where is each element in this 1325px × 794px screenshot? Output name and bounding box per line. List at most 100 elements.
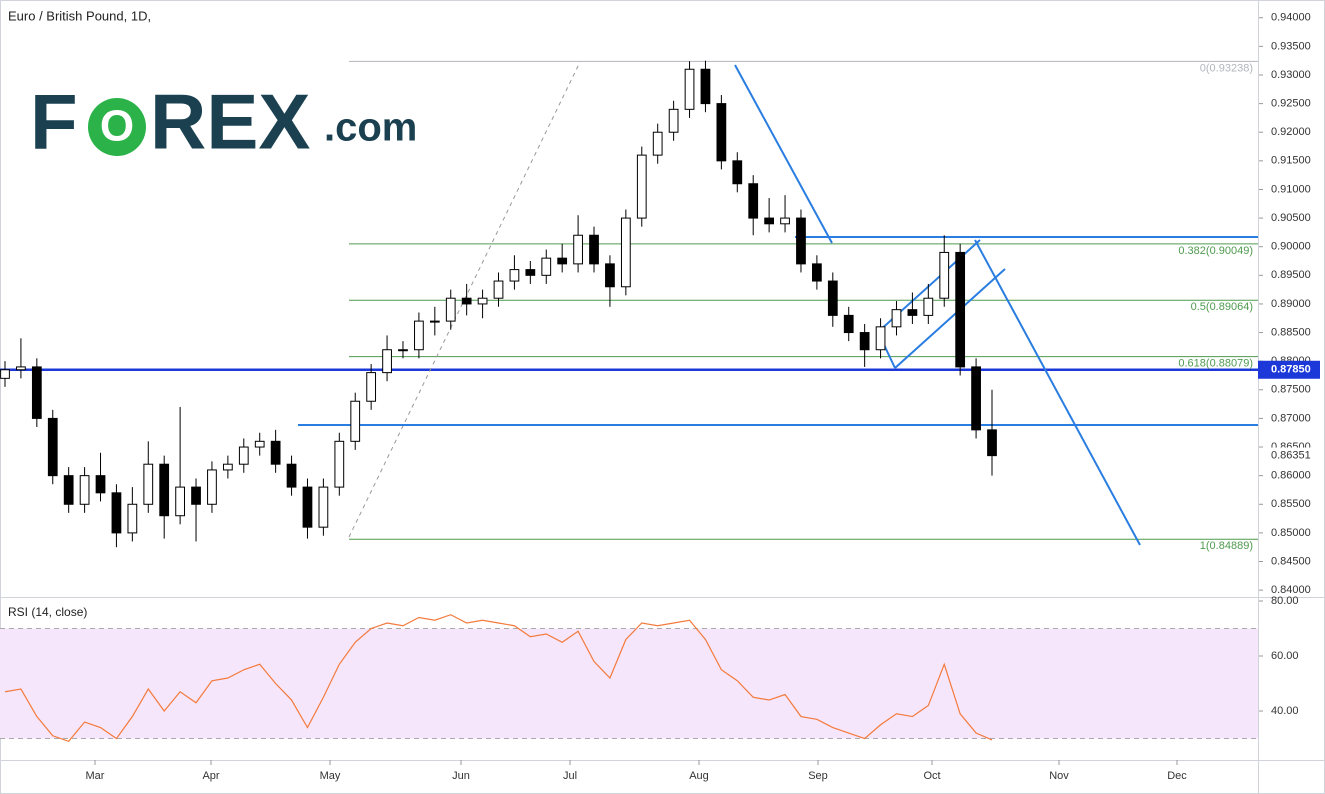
candle-body bbox=[573, 234, 583, 265]
candle-body bbox=[191, 486, 201, 505]
candle-body bbox=[318, 486, 329, 528]
candle-body bbox=[238, 446, 249, 465]
y-tick-label: 0.89000 bbox=[1271, 298, 1311, 310]
candle-body bbox=[764, 217, 775, 225]
price-label: 0.87850 bbox=[1271, 364, 1311, 376]
candle-body bbox=[382, 349, 392, 374]
y-tick-label: 0.94000 bbox=[1271, 12, 1311, 24]
x-tick-label: Jul bbox=[563, 770, 577, 782]
y-tick-label: 0.90500 bbox=[1271, 212, 1311, 224]
y-tick-label: 0.86000 bbox=[1271, 470, 1311, 482]
chart-title: Euro / British Pound, 1D, bbox=[8, 8, 151, 23]
x-tick-label: Oct bbox=[923, 770, 940, 782]
candle-body bbox=[875, 326, 886, 351]
x-tick-label: Sep bbox=[808, 770, 828, 782]
y-tick-label: 0.93500 bbox=[1271, 40, 1311, 52]
candle-body bbox=[652, 131, 663, 156]
candle-body bbox=[334, 440, 345, 488]
candle-body bbox=[95, 475, 106, 494]
candle-body bbox=[907, 309, 918, 316]
y-tick-label: 0.88500 bbox=[1271, 326, 1311, 338]
x-tick-label: Mar bbox=[86, 770, 105, 782]
fib-label: 0(0.93238) bbox=[1200, 62, 1253, 74]
logo-text: F bbox=[30, 78, 78, 166]
candle-body bbox=[286, 463, 297, 488]
y-tick-label: 0.85000 bbox=[1271, 527, 1311, 539]
rsi-band bbox=[0, 628, 1258, 739]
candle-body bbox=[445, 297, 456, 322]
candle-body bbox=[461, 297, 472, 305]
fib-label: 0.5(0.89064) bbox=[1191, 301, 1253, 313]
y-tick-label: 0.92500 bbox=[1271, 98, 1311, 110]
logo-text: O bbox=[100, 102, 134, 151]
candle-body bbox=[939, 251, 950, 299]
candle-body bbox=[111, 492, 122, 534]
candle-body bbox=[493, 280, 504, 299]
candle-body bbox=[509, 269, 520, 282]
logo-text: .com bbox=[324, 106, 417, 150]
candle-body bbox=[143, 463, 154, 505]
x-tick-label: Jun bbox=[452, 770, 470, 782]
y-tick-label: 40.00 bbox=[1271, 705, 1299, 717]
candle-body bbox=[254, 440, 265, 448]
candle-body bbox=[987, 429, 997, 457]
rsi-line bbox=[4, 614, 993, 742]
projection-line bbox=[974, 239, 1141, 546]
y-tick-label: 0.89500 bbox=[1271, 269, 1311, 281]
candle-body bbox=[207, 469, 217, 505]
y-tick-label: 60.00 bbox=[1271, 650, 1299, 662]
candle-body bbox=[557, 257, 568, 265]
candle-body bbox=[47, 417, 58, 477]
candle-body bbox=[796, 217, 806, 265]
last-price-label: 0.86351 bbox=[1271, 449, 1311, 461]
x-tick-label: Aug bbox=[689, 770, 709, 782]
logo-circle bbox=[88, 98, 146, 156]
candle-body bbox=[891, 309, 902, 328]
x-tick-label: Nov bbox=[1049, 770, 1069, 782]
candle-body bbox=[955, 251, 966, 368]
candle-body bbox=[812, 263, 822, 282]
candle-body bbox=[525, 269, 536, 276]
y-tick-label: 0.87000 bbox=[1271, 412, 1311, 424]
candle-body bbox=[605, 263, 615, 288]
candle-body bbox=[827, 280, 838, 316]
candle-body bbox=[79, 475, 90, 505]
candle-body bbox=[780, 217, 790, 225]
candle-body bbox=[270, 440, 281, 465]
candle-body bbox=[350, 400, 361, 442]
candle-body bbox=[398, 349, 408, 352]
candle-body bbox=[636, 154, 647, 219]
candle-body bbox=[668, 108, 679, 133]
y-tick-label: 0.85500 bbox=[1271, 498, 1311, 510]
candle-body bbox=[620, 217, 631, 288]
candle-body bbox=[477, 297, 488, 305]
y-tick-label: 0.92000 bbox=[1271, 126, 1311, 138]
x-tick-label: May bbox=[320, 770, 341, 782]
channel-line bbox=[894, 268, 1006, 369]
candle-body bbox=[429, 320, 440, 323]
candle-body bbox=[63, 475, 74, 505]
candle-body bbox=[589, 234, 599, 265]
candle-body bbox=[16, 366, 26, 371]
candle-body bbox=[366, 372, 377, 402]
y-tick-label: 80.00 bbox=[1271, 595, 1299, 607]
y-tick-label: 0.93000 bbox=[1271, 69, 1311, 81]
candle-body bbox=[222, 463, 233, 471]
y-tick-label: 0.91500 bbox=[1271, 155, 1311, 167]
candle-body bbox=[700, 68, 711, 105]
last-price-box bbox=[1259, 447, 1319, 464]
logo: F O REX .com bbox=[30, 78, 417, 166]
candle-body bbox=[0, 369, 10, 379]
candle-body bbox=[31, 366, 42, 419]
candle-body bbox=[748, 183, 759, 219]
x-tick-label: Dec bbox=[1167, 770, 1187, 782]
price-label-box bbox=[1258, 360, 1320, 379]
candle-body bbox=[843, 314, 854, 334]
candle-body bbox=[923, 297, 934, 316]
y-tick-label: 0.90000 bbox=[1271, 241, 1311, 253]
candle-body bbox=[414, 320, 424, 351]
candle-body bbox=[159, 463, 170, 517]
logo-text: REX bbox=[150, 78, 310, 166]
candle-body bbox=[302, 486, 313, 528]
